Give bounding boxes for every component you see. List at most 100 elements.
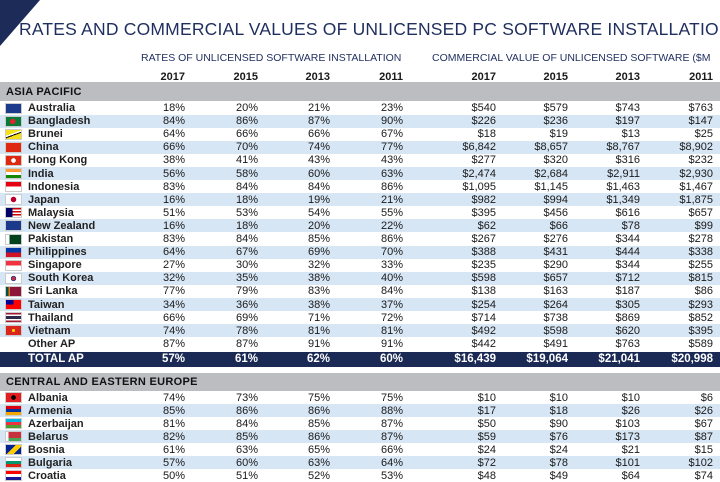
table-row: Philippines 64% 67% 69% 70% $388 $431 $444 $338	[0, 245, 720, 259]
value-cell: $264	[543, 298, 568, 311]
south-korea-flag-icon	[5, 272, 22, 284]
country-cell: Vietnam	[0, 325, 140, 337]
value-cell: $456	[543, 206, 568, 219]
rate-cell: 88%	[380, 404, 403, 417]
value-cell: $59	[477, 430, 496, 443]
rate-cell: 74%	[162, 391, 185, 404]
rate-cell: 38%	[162, 154, 185, 167]
country-cell: Thailand	[0, 312, 140, 324]
value-cell: $13	[621, 128, 640, 141]
value-cell: $187	[615, 285, 640, 298]
value-cell: $236	[543, 115, 568, 128]
rate-cell: 84%	[380, 285, 403, 298]
rate-cell: 64%	[162, 246, 185, 259]
rate-cell: 21%	[307, 102, 330, 115]
value-cell: $6	[700, 391, 713, 404]
table-row: Belarus 82% 85% 86% 87% $59 $76 $173 $87	[0, 430, 720, 443]
country-name: Vietnam	[28, 324, 71, 337]
rate-cell: 83%	[162, 180, 185, 193]
value-cell: $815	[688, 272, 713, 285]
value-cell: $620	[615, 324, 640, 337]
value-cell: $49	[549, 469, 568, 482]
value-cell: $64	[621, 469, 640, 482]
country-name: Philippines	[28, 246, 87, 259]
rate-cell: 85%	[307, 233, 330, 246]
value-cell: $657	[543, 272, 568, 285]
rate-cell: 57%	[162, 456, 185, 469]
rate-cell: 69%	[307, 246, 330, 259]
year-header: 2015	[543, 71, 568, 83]
value-cell: $18	[549, 404, 568, 417]
value-cell: $267	[471, 233, 496, 246]
country-cell: New Zealand	[0, 220, 140, 232]
value-cell: $21,041	[598, 353, 640, 366]
philippines-flag-icon	[5, 246, 22, 258]
rate-cell: 37%	[380, 298, 403, 311]
india-flag-icon	[5, 168, 22, 180]
rate-cell: 91%	[307, 337, 330, 350]
value-cell: $197	[615, 115, 640, 128]
value-cell: $442	[471, 337, 496, 350]
rate-cell: 69%	[235, 311, 258, 324]
country-name: Belarus	[28, 430, 69, 443]
table-row: India 56% 58% 60% 63% $2,474 $2,684 $2,911 $2,93…	[0, 167, 720, 181]
country-name: Albania	[28, 391, 68, 404]
value-cell: $72	[477, 456, 496, 469]
country-name: Croatia	[28, 469, 66, 482]
table-row: Indonesia 83% 84% 84% 86% $1,095 $1,145 $1,463 $…	[0, 180, 720, 193]
value-cell: $2,911	[607, 167, 640, 180]
value-cell: $579	[543, 102, 568, 115]
rate-cell: 90%	[380, 115, 403, 128]
rate-cell: 72%	[380, 311, 403, 324]
country-name: Australia	[28, 102, 76, 115]
singapore-flag-icon	[5, 259, 22, 271]
country-cell: Philippines	[0, 246, 140, 258]
value-cell: $276	[543, 233, 568, 246]
rate-cell: 61%	[162, 443, 185, 456]
rate-cell: 85%	[307, 417, 330, 430]
total-label: TOTAL AP	[28, 353, 84, 366]
year-header: 2013	[305, 71, 330, 83]
rate-cell: 63%	[380, 167, 403, 180]
value-cell: $232	[688, 154, 713, 167]
value-cell: $2,474	[462, 167, 496, 180]
value-cell: $657	[688, 206, 713, 219]
value-cell: $48	[477, 469, 496, 482]
table-row: South Korea 32% 35% 38% 40% $598 $657 $712 $815	[0, 271, 720, 285]
value-cell: $492	[471, 324, 496, 337]
rate-cell: 74%	[162, 324, 185, 337]
table-row: Albania 74% 73% 75% 75% $10 $10 $10 $6	[0, 391, 720, 404]
value-cell: $344	[615, 233, 640, 246]
value-cell: $589	[688, 337, 713, 350]
rate-cell: 22%	[380, 219, 403, 232]
value-cell: $712	[615, 272, 640, 285]
table-row: New Zealand 16% 18% 20% 22% $62 $66 $78 $99	[0, 219, 720, 233]
rate-cell: 75%	[380, 391, 403, 404]
country-name: Bosnia	[28, 443, 65, 456]
bosnia-flag-icon	[5, 444, 22, 455]
table-row: Brunei 64% 66% 66% 67% $18 $19 $13 $25	[0, 128, 720, 141]
year-header: 2017	[160, 71, 185, 83]
rate-cell: 34%	[162, 298, 185, 311]
rate-cell: 66%	[380, 443, 403, 456]
malaysia-flag-icon	[5, 207, 22, 219]
value-cell: $67	[694, 417, 713, 430]
value-cell: $388	[471, 246, 496, 259]
rate-cell: 70%	[380, 246, 403, 259]
value-cell: $26	[621, 404, 640, 417]
value-cell: $78	[621, 219, 640, 232]
brunei-flag-icon	[5, 128, 22, 140]
country-cell: Other AP	[0, 338, 140, 350]
value-cell: $226	[471, 115, 496, 128]
rate-cell: 56%	[162, 167, 185, 180]
value-cell: $616	[615, 206, 640, 219]
country-cell: Belarus	[0, 431, 140, 443]
value-cell: $491	[543, 337, 568, 350]
rate-cell: 16%	[162, 193, 185, 206]
rate-cell: 73%	[235, 391, 258, 404]
value-cell: $8,657	[534, 141, 568, 154]
rate-cell: 86%	[307, 404, 330, 417]
rate-cell: 81%	[380, 324, 403, 337]
country-name: Azerbaijan	[28, 417, 84, 430]
value-cell: $255	[688, 259, 713, 272]
